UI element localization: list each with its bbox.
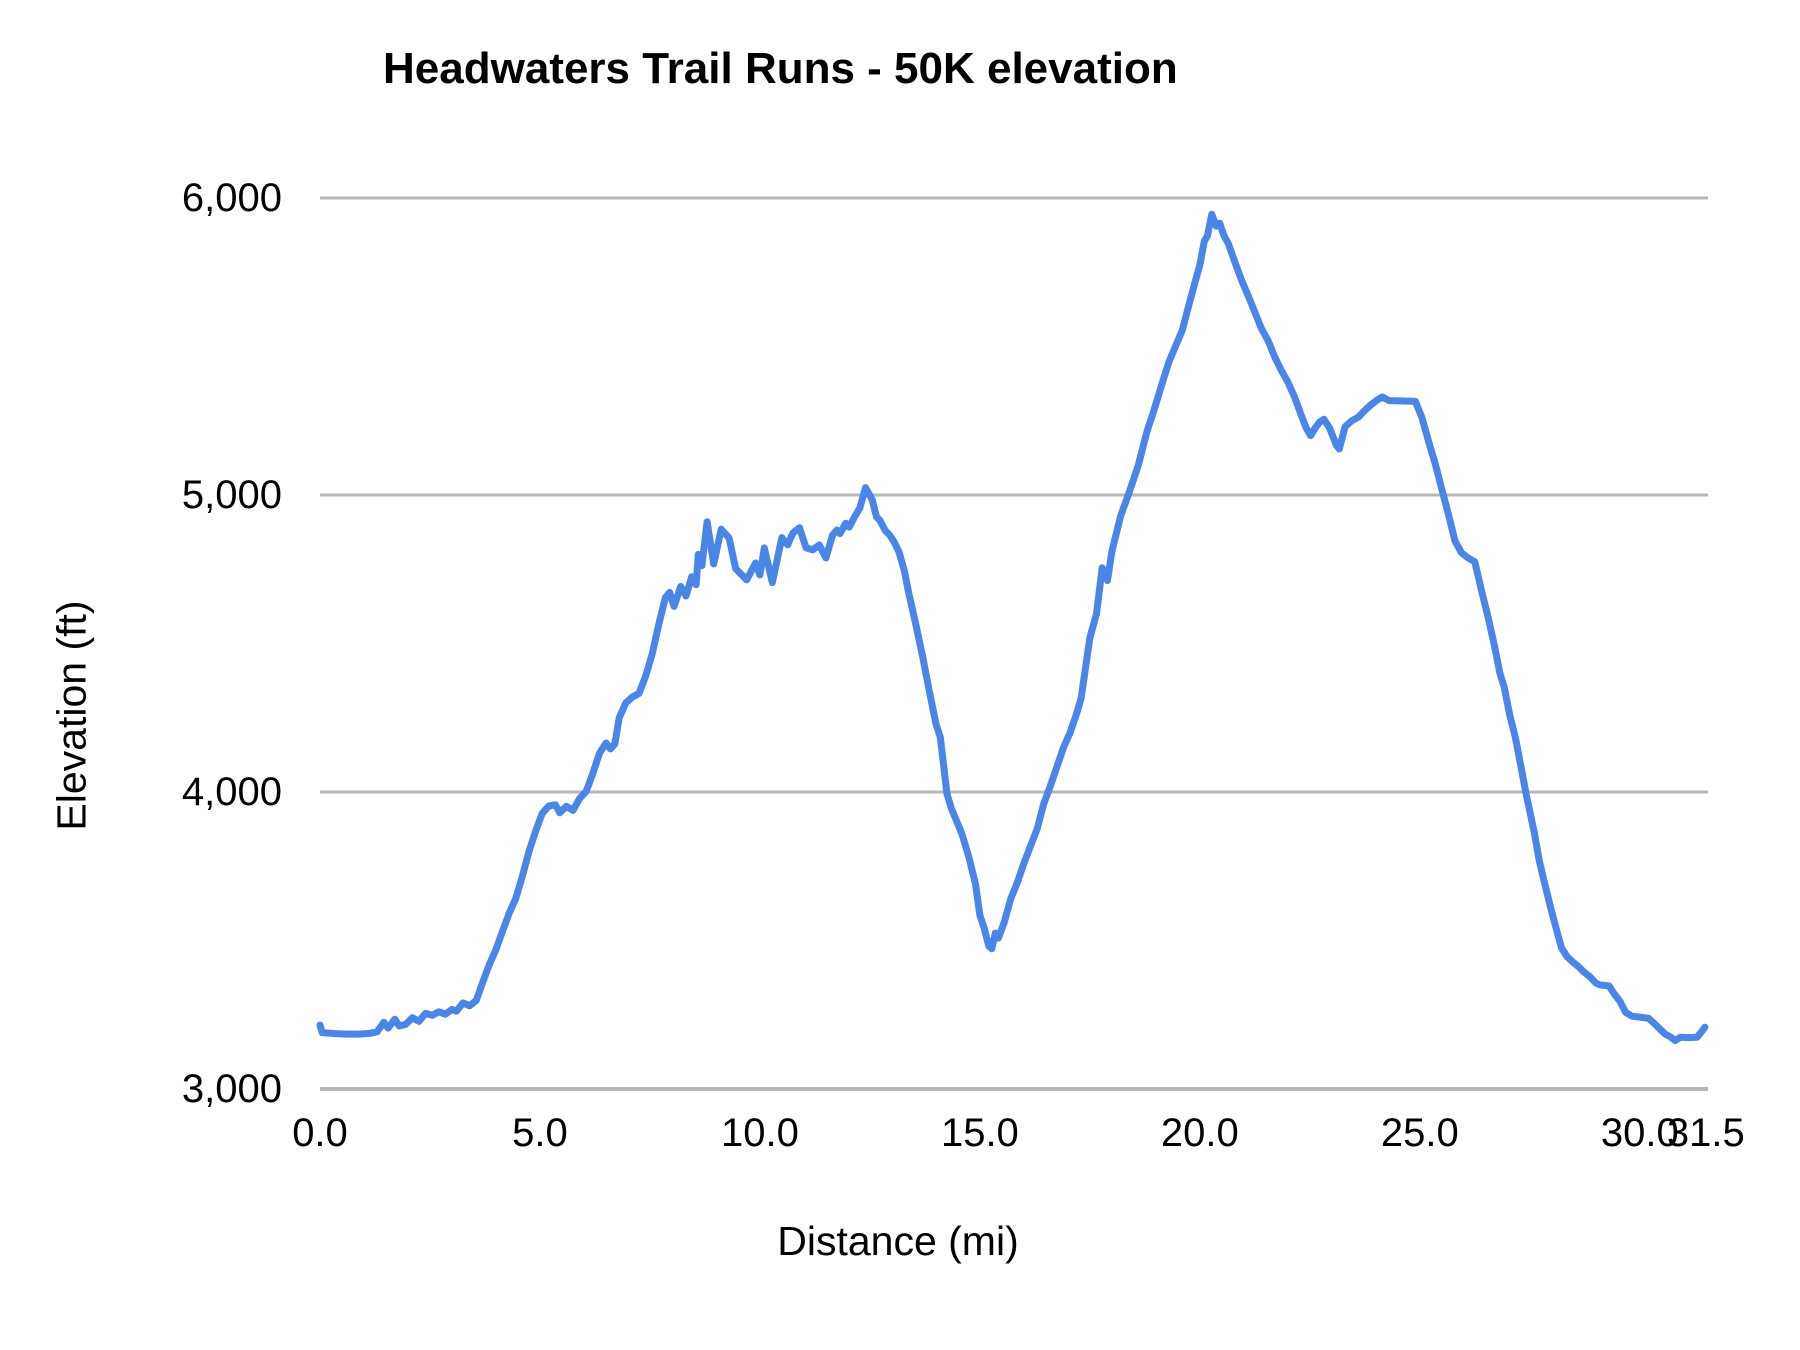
x-tick-label: 25.0 xyxy=(1380,1111,1459,1155)
y-tick-label: 5,000 xyxy=(181,473,282,517)
x-tick-label: 31.5 xyxy=(1666,1111,1745,1155)
elevation-profile-line xyxy=(316,210,1709,1045)
x-tick-label: 5.0 xyxy=(512,1111,568,1155)
x-tick-label: 10.0 xyxy=(720,1111,799,1155)
x-axis-title: Distance (mi) xyxy=(777,1218,1019,1264)
y-tick-label: 3,000 xyxy=(181,1067,282,1111)
x-tick-label: 30.0 xyxy=(1600,1111,1679,1155)
x-tick-label: 20.0 xyxy=(1160,1111,1239,1155)
x-tick-label: 0.0 xyxy=(292,1111,348,1155)
chart-title: Headwaters Trail Runs - 50K elevation xyxy=(383,44,1178,93)
x-tick-label: 15.0 xyxy=(940,1111,1019,1155)
y-tick-label: 6,000 xyxy=(181,176,282,220)
gridlines xyxy=(320,196,1708,1091)
y-tick-label: 4,000 xyxy=(181,770,282,814)
